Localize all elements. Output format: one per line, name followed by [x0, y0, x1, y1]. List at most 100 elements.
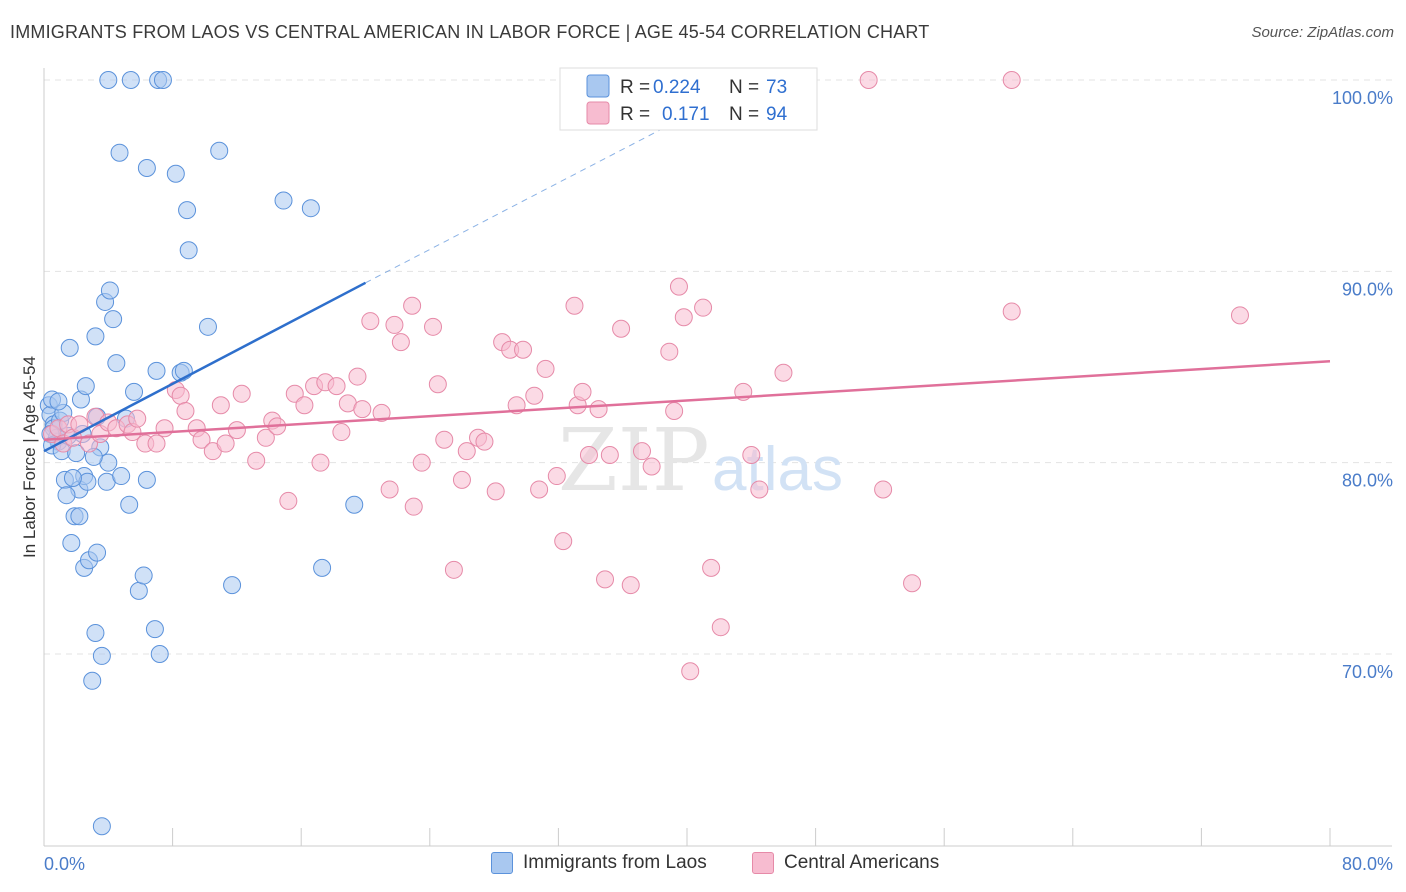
data-point: [155, 419, 174, 438]
data-point: [70, 507, 89, 526]
bottom-legend-swatch-pink: [752, 852, 774, 874]
data-point: [147, 361, 166, 380]
data-point: [681, 662, 700, 681]
data-point: [514, 340, 533, 359]
data-point: [99, 71, 118, 89]
data-point: [589, 400, 608, 419]
data-point: [750, 480, 769, 499]
data-point: [742, 446, 761, 465]
trend-line-laos: [43, 281, 367, 453]
data-point: [176, 402, 195, 421]
chart-title: IMMIGRANTS FROM LAOS VS CENTRAL AMERICAN…: [10, 22, 930, 42]
data-point: [565, 296, 584, 315]
data-point: [711, 618, 730, 637]
data-point: [216, 434, 235, 453]
data-point: [134, 566, 153, 585]
watermark-zip: ZIP: [558, 411, 710, 511]
data-point: [223, 576, 242, 595]
legend-n-value-1: 73: [766, 77, 787, 98]
data-point: [76, 377, 95, 396]
data-point: [774, 363, 793, 382]
data-point: [327, 377, 346, 396]
data-point: [600, 446, 619, 465]
data-point: [428, 375, 447, 394]
data-point: [83, 671, 102, 690]
x-tick-label: 0.0%: [44, 854, 85, 874]
data-point: [100, 281, 119, 300]
watermark: ZIP atlas: [558, 411, 843, 511]
data-point: [92, 817, 111, 836]
data-point: [345, 495, 364, 514]
data-point: [92, 646, 111, 665]
data-point: [63, 468, 82, 487]
data-point: [1002, 302, 1021, 321]
data-point: [1230, 306, 1249, 325]
data-point: [153, 71, 172, 89]
watermark-atlas: atlas: [712, 435, 843, 504]
data-point: [179, 241, 198, 260]
legend-r-label-2: R =: [620, 104, 650, 125]
data-point: [128, 409, 147, 428]
y-tick-label: 100.0%: [1332, 88, 1393, 108]
data-point: [404, 497, 423, 516]
data-point: [178, 201, 197, 220]
y-tick-label: 70.0%: [1342, 662, 1393, 682]
data-point: [435, 430, 454, 449]
data-point: [301, 199, 320, 218]
bottom-legend-item-laos: Immigrants from Laos: [491, 852, 707, 874]
data-point: [295, 396, 314, 415]
data-point: [412, 453, 431, 472]
data-point: [554, 532, 573, 551]
data-point: [1002, 71, 1021, 89]
data-point: [694, 298, 713, 317]
data-point: [444, 560, 463, 579]
data-point: [859, 71, 878, 89]
data-point: [612, 319, 631, 338]
legend-n-label-2: N =: [729, 104, 759, 125]
data-point: [530, 480, 549, 499]
data-point: [669, 277, 688, 296]
data-point: [391, 333, 410, 352]
data-point: [536, 359, 555, 378]
y-tick-label: 90.0%: [1342, 279, 1393, 299]
y-axis-label: In Labor Force | Age 45-54: [20, 356, 39, 558]
data-point: [274, 191, 293, 210]
bottom-legend-item-central: Central Americans: [752, 852, 939, 874]
data-point: [642, 457, 661, 476]
data-point: [198, 317, 217, 336]
data-point: [147, 434, 166, 453]
data-point: [903, 574, 922, 593]
series-immigrants-from-laos: [39, 71, 364, 836]
data-point: [110, 143, 129, 162]
data-point: [137, 470, 156, 489]
data-point: [104, 310, 123, 329]
data-point: [49, 392, 68, 411]
data-point: [457, 442, 476, 461]
data-point: [256, 428, 275, 447]
data-point: [232, 384, 251, 403]
data-point: [380, 480, 399, 499]
data-point: [385, 315, 404, 334]
bottom-legend-label-central: Central Americans: [784, 852, 940, 873]
data-point: [227, 421, 246, 440]
data-point: [332, 423, 351, 442]
legend-box: R = 0.224 N = 73 R = 0.171 N = 94: [559, 67, 818, 131]
data-point: [166, 164, 185, 183]
data-point: [210, 141, 229, 160]
gridlines: [44, 79, 1392, 655]
data-point: [348, 367, 367, 386]
data-point: [486, 482, 505, 501]
bottom-legend-swatch-blue: [491, 852, 513, 874]
data-point: [874, 480, 893, 499]
data-point: [525, 386, 544, 405]
data-point: [579, 446, 598, 465]
data-point: [674, 308, 693, 327]
data-point: [702, 558, 721, 577]
data-point: [311, 453, 330, 472]
legend-r-label-1: R =: [620, 77, 650, 98]
data-point: [547, 467, 566, 486]
data-point: [632, 442, 651, 461]
data-point: [129, 581, 148, 600]
data-point: [60, 338, 79, 357]
data-point: [86, 327, 105, 346]
